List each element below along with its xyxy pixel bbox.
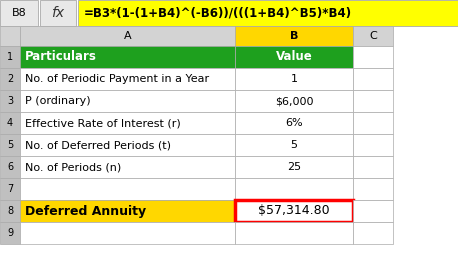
- Bar: [20, 112, 235, 134]
- Bar: [235, 26, 353, 46]
- Text: $57,314.80: $57,314.80: [258, 205, 330, 218]
- Bar: [0, 68, 20, 90]
- Bar: [235, 222, 353, 244]
- Text: Particulars: Particulars: [25, 50, 97, 63]
- Text: fx: fx: [51, 6, 65, 20]
- Text: 6%: 6%: [285, 118, 303, 128]
- Bar: [235, 90, 353, 112]
- Bar: [235, 156, 353, 178]
- Text: Value: Value: [276, 50, 312, 63]
- Text: 3: 3: [7, 96, 13, 106]
- Bar: [0, 90, 20, 112]
- Text: 5: 5: [7, 140, 13, 150]
- Text: No. of Deferred Periods (t): No. of Deferred Periods (t): [25, 140, 171, 150]
- Bar: [0, 134, 20, 156]
- Bar: [353, 222, 393, 244]
- Text: 4: 4: [7, 118, 13, 128]
- Bar: [20, 26, 235, 46]
- Bar: [353, 46, 393, 68]
- Text: 1: 1: [290, 74, 298, 84]
- Text: 5: 5: [290, 140, 298, 150]
- Bar: [20, 200, 235, 222]
- Bar: [235, 112, 353, 134]
- Bar: [353, 178, 393, 200]
- Bar: [0, 222, 20, 244]
- Bar: [0, 26, 20, 46]
- Bar: [0, 156, 20, 178]
- Bar: [20, 156, 235, 178]
- Bar: [353, 200, 393, 222]
- Bar: [20, 222, 235, 244]
- Text: No. of Periods (n): No. of Periods (n): [25, 162, 121, 172]
- Bar: [0, 46, 20, 68]
- Text: C: C: [369, 31, 377, 41]
- Bar: [353, 134, 393, 156]
- Text: 7: 7: [7, 184, 13, 194]
- Text: A: A: [124, 31, 131, 41]
- Text: 1: 1: [7, 52, 13, 62]
- Bar: [78, 0, 458, 26]
- Bar: [353, 156, 393, 178]
- Bar: [353, 90, 393, 112]
- Bar: [0, 200, 20, 222]
- Bar: [353, 68, 393, 90]
- Bar: [20, 46, 235, 68]
- Text: B: B: [290, 31, 298, 41]
- Text: Deferred Annuity: Deferred Annuity: [25, 205, 146, 218]
- Bar: [353, 112, 393, 134]
- Text: No. of Periodic Payment in a Year: No. of Periodic Payment in a Year: [25, 74, 209, 84]
- Bar: [20, 178, 235, 200]
- Text: 2: 2: [7, 74, 13, 84]
- Bar: [40, 0, 76, 26]
- Text: 6: 6: [7, 162, 13, 172]
- Text: 9: 9: [7, 228, 13, 238]
- Text: $6,000: $6,000: [275, 96, 313, 106]
- Bar: [20, 134, 235, 156]
- Bar: [235, 68, 353, 90]
- Bar: [235, 200, 353, 222]
- Text: 8: 8: [7, 206, 13, 216]
- Bar: [20, 68, 235, 90]
- Bar: [0, 0, 38, 26]
- Bar: [0, 178, 20, 200]
- Text: =B3*(1-(1+B4)^(-B6))/(((1+B4)^B5)*B4): =B3*(1-(1+B4)^(-B6))/(((1+B4)^B5)*B4): [84, 6, 352, 20]
- Bar: [0, 112, 20, 134]
- Text: 25: 25: [287, 162, 301, 172]
- Bar: [235, 178, 353, 200]
- Bar: [20, 90, 235, 112]
- Bar: [353, 26, 393, 46]
- Bar: [235, 46, 353, 68]
- Bar: [235, 134, 353, 156]
- Text: Effective Rate of Interest (r): Effective Rate of Interest (r): [25, 118, 181, 128]
- Text: P (ordinary): P (ordinary): [25, 96, 91, 106]
- Text: B8: B8: [11, 8, 27, 18]
